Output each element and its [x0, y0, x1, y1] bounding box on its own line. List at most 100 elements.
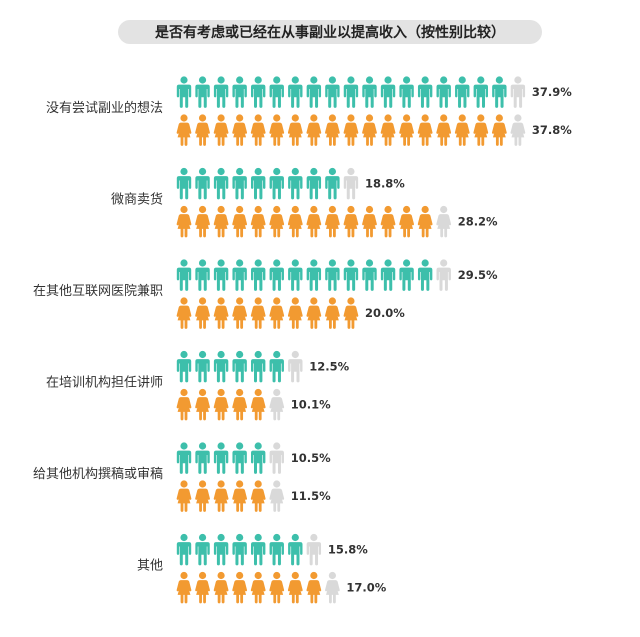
person-male-icon: [288, 259, 303, 291]
person-male-remainder-icon: [288, 350, 303, 383]
person-female-icon: [195, 205, 210, 238]
person-male-icon: [269, 259, 284, 291]
person-male-icon: [232, 442, 247, 474]
person-male-icon: [195, 259, 210, 291]
category-group: 给其他机构撰稿或审稿 10.5% 11.5%: [33, 442, 331, 512]
person-female-icon: [176, 205, 192, 238]
person-male-remainder-icon: [306, 533, 322, 566]
person-female-icon: [213, 388, 229, 421]
person-female-icon: [176, 114, 192, 146]
male-icon-row: 15.8%: [176, 533, 368, 566]
value-label: 10.1%: [291, 398, 331, 412]
person-male-icon: [269, 167, 284, 200]
person-male-icon: [251, 76, 266, 108]
person-female-icon: [473, 114, 489, 146]
female-icon-row: 11.5%: [176, 480, 331, 512]
value-label: 28.2%: [458, 215, 498, 229]
person-male-icon: [195, 533, 210, 566]
person-male-icon: [288, 167, 303, 200]
person-male-icon: [232, 350, 247, 383]
female-icon-row: 10.1%: [176, 388, 331, 421]
person-male-icon: [176, 533, 192, 566]
category-label: 其他: [137, 559, 163, 574]
category-group: 没有尝试副业的想法 37.9% 37.8%: [46, 76, 572, 146]
person-female-remainder-icon: [510, 114, 526, 146]
person-female-icon: [343, 114, 359, 146]
person-female-icon: [176, 388, 192, 421]
person-female-icon: [250, 297, 266, 329]
person-male-icon: [251, 259, 266, 291]
value-label: 17.0%: [346, 581, 386, 595]
person-male-remainder-icon: [269, 442, 284, 474]
person-female-icon: [232, 114, 248, 146]
person-male-icon: [176, 76, 192, 108]
person-female-icon: [417, 114, 433, 146]
person-female-icon: [195, 388, 210, 421]
category-label: 微商卖货: [111, 192, 163, 208]
person-male-icon: [269, 76, 284, 108]
person-female-icon: [325, 205, 340, 238]
person-male-icon: [213, 167, 229, 200]
person-female-icon: [362, 205, 377, 238]
person-female-icon: [325, 297, 340, 329]
value-label: 29.5%: [458, 268, 498, 282]
person-female-icon: [195, 297, 210, 329]
chart-title-text: 是否有考虑或已经在从事副业以提高收入（按性别比较）: [155, 24, 505, 41]
person-male-icon: [343, 76, 359, 108]
person-male-icon: [492, 76, 507, 108]
male-icon-row: 18.8%: [176, 167, 405, 200]
person-male-icon: [269, 533, 284, 566]
person-male-icon: [251, 442, 266, 474]
category-label: 给其他机构撰稿或审稿: [33, 466, 163, 482]
person-female-icon: [306, 205, 322, 238]
value-label: 15.8%: [328, 543, 368, 557]
person-female-icon: [195, 480, 210, 512]
category-group: 在培训机构担任讲师 12.5% 10.1%: [46, 350, 350, 421]
person-female-icon: [287, 571, 303, 604]
person-female-icon: [287, 205, 303, 238]
category-group: 微商卖货 18.8% 28.2%: [111, 167, 498, 238]
person-male-icon: [213, 533, 229, 566]
person-female-icon: [213, 571, 229, 604]
person-male-icon: [176, 350, 192, 383]
person-male-icon: [269, 350, 284, 383]
person-male-icon: [325, 76, 340, 108]
person-male-icon: [399, 259, 414, 291]
person-male-remainder-icon: [343, 167, 359, 200]
person-male-remainder-icon: [510, 76, 526, 108]
category-group: 在其他互联网医院兼职 29.5% 20.0%: [33, 259, 498, 329]
person-male-icon: [176, 442, 192, 474]
person-male-icon: [232, 76, 247, 108]
female-icon-row: 20.0%: [176, 297, 405, 329]
person-female-icon: [454, 114, 470, 146]
person-female-icon: [176, 297, 192, 329]
person-female-icon: [491, 114, 507, 146]
value-label: 20.0%: [365, 306, 405, 320]
person-female-icon: [325, 114, 340, 146]
value-label: 37.9%: [532, 85, 572, 99]
value-label: 18.8%: [365, 177, 405, 191]
male-icon-row: 12.5%: [176, 350, 350, 383]
person-female-icon: [250, 480, 266, 512]
person-female-remainder-icon: [325, 571, 340, 604]
person-female-icon: [399, 114, 414, 146]
person-male-icon: [288, 533, 303, 566]
chart-title-background: [118, 20, 542, 44]
person-male-icon: [325, 167, 340, 200]
person-female-icon: [399, 205, 414, 238]
person-female-icon: [343, 297, 359, 329]
female-icon-row: 17.0%: [176, 571, 387, 604]
person-female-icon: [250, 571, 266, 604]
male-icon-row: 10.5%: [176, 442, 331, 474]
male-icon-row: 29.5%: [176, 259, 498, 291]
person-female-icon: [232, 571, 248, 604]
person-female-icon: [195, 571, 210, 604]
category-label: 在培训机构担任讲师: [46, 375, 163, 391]
person-male-icon: [176, 167, 192, 200]
person-male-icon: [195, 350, 210, 383]
person-male-icon: [417, 259, 433, 291]
person-male-icon: [306, 259, 322, 291]
person-female-remainder-icon: [269, 480, 285, 512]
person-female-icon: [213, 114, 229, 146]
